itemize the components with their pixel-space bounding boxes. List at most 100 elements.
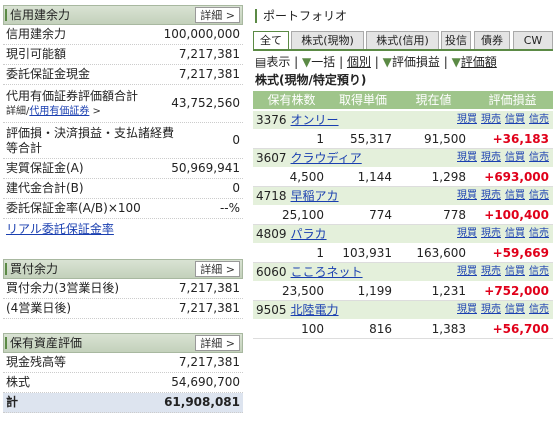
action-link[interactable]: 信買 — [505, 114, 525, 125]
detail-button[interactable]: 詳細 > — [195, 261, 240, 277]
action-link[interactable]: 現売 — [481, 228, 501, 239]
action-link[interactable]: 現売 — [481, 266, 501, 277]
detail-text[interactable]: 詳細 — [200, 263, 223, 276]
cell-shares: 100 — [301, 322, 324, 336]
column-header: 現在値 — [415, 93, 452, 107]
stock-code: 3607 — [256, 151, 287, 165]
row-label: 信用建余力 — [6, 27, 164, 42]
action-link[interactable]: 現売 — [481, 114, 501, 125]
stock-name[interactable]: 早稲アカ — [290, 189, 339, 203]
label-text: 株式 — [6, 375, 31, 389]
sub-link-text[interactable]: 詳細 — [6, 105, 26, 117]
cell-price: 91,500 — [424, 132, 466, 146]
cell-price: 163,600 — [416, 246, 466, 260]
action-link[interactable]: 信売 — [529, 228, 549, 239]
detail-text[interactable]: 詳細 — [200, 337, 223, 350]
table-header: 保有株数 取得単価 現在値 評価損益 — [253, 91, 553, 109]
link[interactable]: リアル委託保証金率 — [6, 221, 114, 236]
tab[interactable]: 株式(現物) — [291, 31, 364, 49]
margin-panel: 信用建余力 詳細 > 信用建余力 100,000,000 現引可能額 7,217,381… — [3, 5, 243, 239]
cell-shares: 25,100 — [282, 208, 324, 222]
cell-gain: +56,700 — [492, 322, 549, 336]
row-label: 建代金合計(B) — [6, 181, 176, 196]
action-link[interactable]: 信買 — [505, 304, 525, 315]
action-link[interactable]: 現買 — [457, 190, 477, 201]
action-link[interactable]: 信買 — [505, 190, 525, 201]
label-text: 現引可能額 — [6, 47, 67, 61]
row-value: 54,690,700 — [171, 375, 240, 389]
tool-item[interactable]: 評価損益 — [391, 55, 440, 69]
tab-line — [253, 49, 553, 51]
toolbar: ▤表示 | ▼一括 | 個別 | ▼評価損益 | ▼評価額 — [255, 55, 497, 69]
action-link[interactable]: 現買 — [457, 152, 477, 163]
tool-item[interactable]: 表示 — [266, 55, 291, 69]
row: 委託保証金現金 7,217,381 — [3, 65, 243, 85]
actions: 現買 現売 信買 信売 — [453, 263, 549, 281]
action-link[interactable]: 現買 — [457, 266, 477, 277]
row-label: 評価損・決済損益・支払諸経費等合計 — [6, 126, 176, 156]
cell-cost: 55,317 — [350, 132, 392, 146]
action-link[interactable]: 現売 — [481, 152, 501, 163]
stock-name[interactable]: パラカ — [290, 227, 327, 241]
label-text: 現金残高等 — [6, 355, 67, 369]
detail-button[interactable]: 詳細 > — [195, 7, 240, 23]
row: 信用建余力 100,000,000 — [3, 25, 243, 45]
value-row: 100 816 1,383 +56,700 — [253, 319, 553, 339]
action-link[interactable]: 信売 — [529, 114, 549, 125]
panel-title: 信用建余力 — [10, 8, 71, 22]
stock-name[interactable]: 北陸電力 — [290, 303, 339, 317]
action-link[interactable]: 信買 — [505, 152, 525, 163]
tab[interactable]: CW — [513, 31, 553, 49]
action-link[interactable]: 信買 — [505, 228, 525, 239]
label-text: 建代金合計(B) — [6, 181, 84, 195]
icon: ▼ — [382, 55, 392, 69]
row-value: 7,217,381 — [178, 67, 240, 81]
action-link[interactable]: 現買 — [457, 114, 477, 125]
action-link[interactable]: 現買 — [457, 228, 477, 239]
stock-name[interactable]: オンリー — [290, 113, 339, 127]
tab[interactable]: 債券 — [474, 31, 510, 49]
icon: ▼ — [302, 55, 312, 69]
row-value: 50,969,941 — [171, 161, 240, 175]
value-row: 23,500 1,199 1,231 +752,000 — [253, 281, 553, 301]
actions: 現買 現売 信買 信売 — [453, 111, 549, 129]
stock-name[interactable]: こころネット — [290, 265, 363, 279]
buying-panel: 買付余力 詳細 > 買付余力(3営業日後) 7,217,381 (4営業日後) 7,21… — [3, 259, 243, 319]
row-value: 7,217,381 — [178, 47, 240, 61]
label-text: 実質保証金(A) — [6, 161, 84, 175]
value-row: 1 55,317 91,500 +36,183 — [253, 129, 553, 149]
sub-link-text[interactable]: 代用有価証券 — [29, 105, 90, 117]
value-row: 25,100 774 778 +100,400 — [253, 205, 553, 225]
detail-text[interactable]: 詳細 — [200, 9, 223, 22]
tool-item[interactable]: 個別 — [346, 55, 371, 69]
tab[interactable]: 全て — [253, 31, 289, 49]
row-label: 委託保証金率(A/B)×100 — [6, 201, 176, 216]
action-link[interactable]: 信買 — [505, 266, 525, 277]
action-link[interactable]: 信売 — [529, 152, 549, 163]
row: 評価損・決済損益・支払諸経費等合計 0 — [3, 123, 243, 159]
assets-panel: 保有資産評価 詳細 > 現金残高等 7,217,381 株式 54,690,700 計 61… — [3, 333, 243, 413]
action-link[interactable]: 信売 — [529, 266, 549, 277]
tab[interactable]: 株式(信用) — [366, 31, 439, 49]
action-link[interactable]: 現売 — [481, 190, 501, 201]
row: 建代金合計(B) 0 — [3, 179, 243, 199]
row-label: 現金残高等 — [6, 355, 176, 370]
action-link[interactable]: 信売 — [529, 190, 549, 201]
label-text: 委託保証金率(A/B)×100 — [6, 201, 141, 215]
rows: 買付余力(3営業日後) 7,217,381 (4営業日後) 7,217,381 — [3, 279, 243, 319]
detail-button[interactable]: 詳細 > — [195, 335, 240, 351]
row: 買付余力(3営業日後) 7,217,381 — [3, 279, 243, 299]
action-link[interactable]: 信売 — [529, 304, 549, 315]
row-label: 計 — [6, 395, 164, 410]
tool-item[interactable]: 一括 — [311, 55, 336, 69]
row: 現引可能額 7,217,381 — [3, 45, 243, 65]
row: 株式 54,690,700 — [3, 373, 243, 393]
tool-item[interactable]: 評価額 — [460, 55, 497, 69]
sub-link[interactable]: 詳細/代用有価証券 > — [6, 105, 101, 117]
stock-name[interactable]: クラウディア — [290, 151, 362, 165]
actions: 現買 現売 信買 信売 — [453, 149, 549, 167]
actions: 現買 現売 信買 信売 — [453, 225, 549, 243]
tab[interactable]: 投信 — [441, 31, 471, 49]
action-link[interactable]: 現買 — [457, 304, 477, 315]
action-link[interactable]: 現売 — [481, 304, 501, 315]
